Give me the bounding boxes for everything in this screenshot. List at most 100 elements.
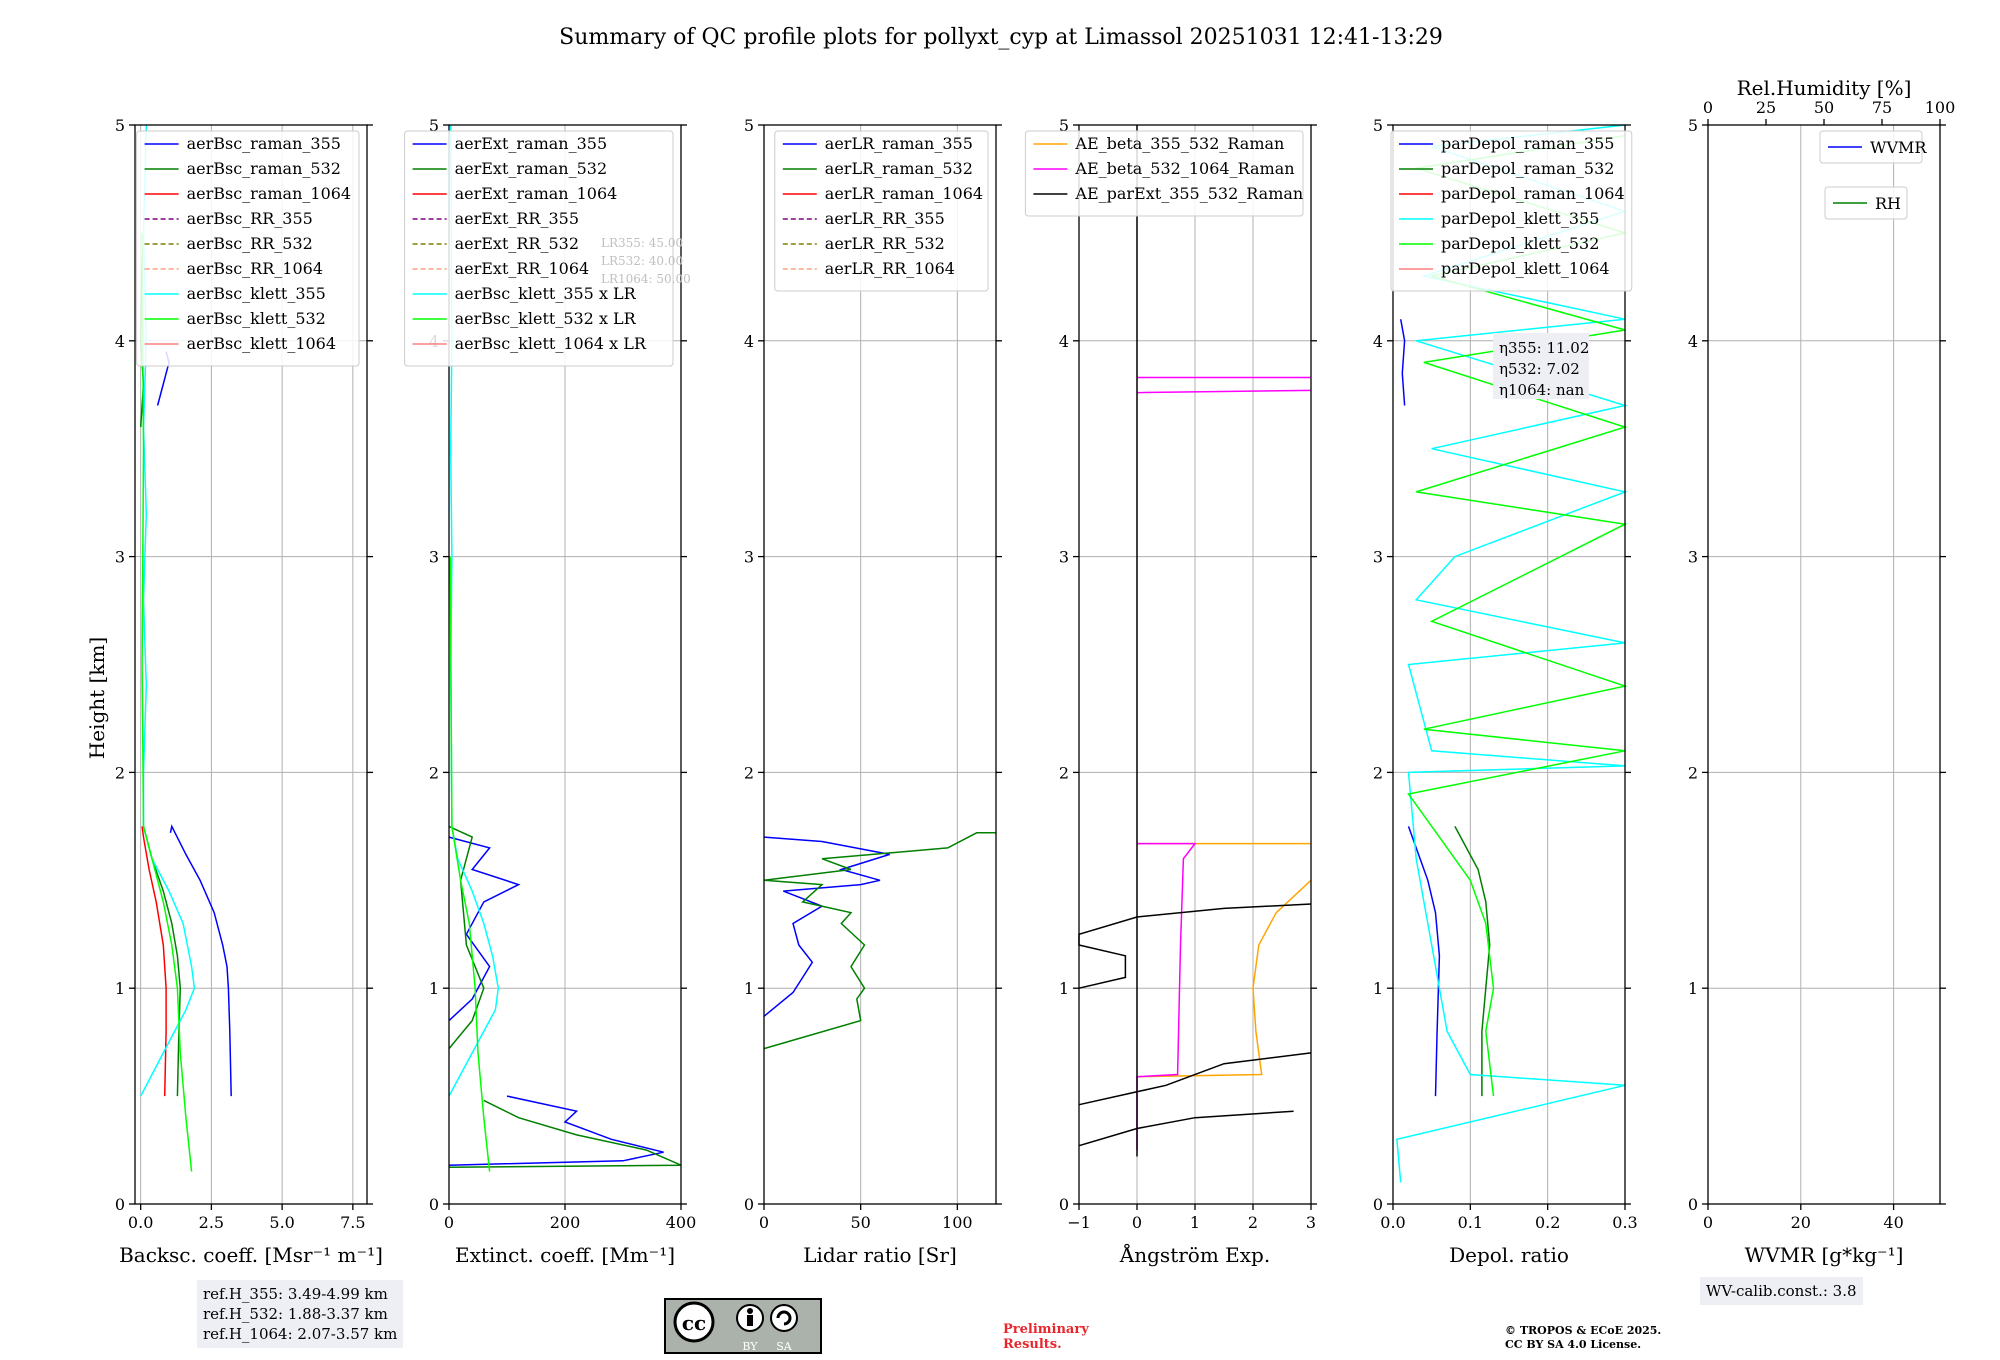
series-line-aerLR_raman_532 <box>763 832 996 1050</box>
y-tick-label: 3 <box>429 548 439 567</box>
x-tick-label: 0.0 <box>128 1213 153 1232</box>
y-tick-label: 4 <box>1688 332 1698 351</box>
legend-entry: aerBsc_klett_1064 x LR <box>455 334 647 353</box>
x-axis-label-depol: Depol. ratio <box>1449 1243 1569 1267</box>
series-line-aerExt_raman_355 <box>448 836 664 1166</box>
ref-height-1064: ref.H_1064: 2.07-3.57 km <box>203 1325 398 1343</box>
eta-annotation: η355: 11.02 <box>1499 339 1589 357</box>
legend-entry: AE_beta_532_1064_Raman <box>1074 159 1294 178</box>
grid-wvmr <box>1707 124 1940 1205</box>
x-tick-label: 0.2 <box>1535 1213 1560 1232</box>
top-x-tick-label: 75 <box>1872 98 1892 117</box>
y-tick-label: 0 <box>1373 1195 1383 1214</box>
x-tick-label: 20 <box>1791 1213 1811 1232</box>
x-tick-label: 5.0 <box>269 1213 294 1232</box>
legend-entry: aerExt_raman_532 <box>455 159 608 178</box>
legend-entry: aerBsc_RR_355 <box>187 209 313 228</box>
x-tick-label: 0 <box>1703 1213 1713 1232</box>
legend-entry: aerLR_RR_532 <box>825 234 945 253</box>
top-axis-label: Rel.Humidity [%] <box>1737 76 1912 100</box>
figure-title: Summary of QC profile plots for pollyxt_… <box>559 25 1443 50</box>
legend-box <box>404 130 674 367</box>
legend-entry: WVMR <box>1870 138 1927 157</box>
y-tick-label: 5 <box>1059 116 1069 135</box>
legend-entry: aerLR_RR_1064 <box>825 259 955 278</box>
eta-annotation: η532: 7.02 <box>1499 360 1580 378</box>
lidar-ratio-annotation: LR355: 45.00 <box>601 236 683 250</box>
legend-entry: aerBsc_klett_1064 <box>187 334 336 353</box>
panel-backscatter: 0.0 2.5 5.0 7.5 0 1 2 3 4 5 Backsc. coeff. [Msr⁻¹ … <box>115 116 383 1267</box>
series-line-aerBsc_raman_1064 <box>141 826 167 1097</box>
y-tick-label: 1 <box>115 979 125 998</box>
legend-entry: aerBsc_RR_1064 <box>187 259 323 278</box>
y-tick-label: 5 <box>429 116 439 135</box>
legend-entry: aerLR_RR_355 <box>825 209 945 228</box>
ref-height-532: ref.H_532: 1.88-3.37 km <box>203 1305 388 1323</box>
x-tick-label: 0 <box>1132 1213 1142 1232</box>
series-line-aerLR_raman_355 <box>763 836 890 1017</box>
legend-entry: aerBsc_raman_1064 <box>187 184 352 203</box>
series-line-AE_beta_355_532_Raman <box>1136 842 1312 1078</box>
x-tick-label: 0 <box>759 1213 769 1232</box>
x-tick-label: 1 <box>1190 1213 1200 1232</box>
x-axis-label-backscatter: Backsc. coeff. [Msr⁻¹ m⁻¹] <box>119 1243 383 1267</box>
y-tick-label: 2 <box>429 763 439 782</box>
legend-entry: aerBsc_raman_532 <box>187 159 341 178</box>
top-x-tick-label: 50 <box>1814 98 1834 117</box>
x-tick-label: 40 <box>1883 1213 1903 1232</box>
preliminary-results-note: Preliminary Results. <box>1003 1322 1089 1352</box>
series-line-parDepol_raman_532 <box>1454 826 1491 1097</box>
x-tick-label: 0 <box>444 1213 454 1232</box>
legend-entry: aerBsc_klett_532 x LR <box>455 309 637 328</box>
legend-entry: AE_beta_355_532_Raman <box>1074 134 1284 153</box>
x-tick-label: 200 <box>550 1213 581 1232</box>
legend-box <box>1390 130 1633 292</box>
y-tick-label: 4 <box>115 332 125 351</box>
axes-frame-lidar_ratio <box>763 124 997 1205</box>
top-x-tick-label: 100 <box>1925 98 1956 117</box>
eta-annotation-box <box>1493 333 1589 399</box>
y-tick-label: 2 <box>1688 763 1698 782</box>
legend-entry: parDepol_raman_532 <box>1441 159 1614 178</box>
legend-entry: parDepol_raman_1064 <box>1441 184 1625 203</box>
x-axis-label-angstrom: Ångström Exp. <box>1119 1242 1270 1267</box>
grid-angstrom <box>1078 124 1312 1205</box>
x-tick-label: −1 <box>1067 1213 1091 1232</box>
y-tick-label: 3 <box>1688 548 1698 567</box>
y-tick-label: 2 <box>1059 763 1069 782</box>
y-axis-label: Height [km] <box>85 637 109 759</box>
series-line-aerExt_raman_532 <box>448 825 682 1169</box>
x-tick-label: 7.5 <box>340 1213 365 1232</box>
legend-entry: aerBsc_klett_532 <box>187 309 326 328</box>
panel-depol: 0.0 0.1 0.2 0.3 0 1 2 3 4 5 Depol. ratio parDepol_r… <box>1373 116 1638 1267</box>
x-axis-label-extinction: Extinct. coeff. [Mm⁻¹] <box>455 1243 675 1267</box>
legend-entry: aerExt_raman_1064 <box>455 184 618 203</box>
panel-wvmr: 0 20 40 0 1 2 3 4 5 WVMR [g*kg⁻¹] 0 25 50 75 100 Rel.Hu… <box>1688 76 1955 1267</box>
preliminary-line-1: Preliminary <box>1003 1322 1089 1337</box>
legend-entry: parDepol_klett_1064 <box>1441 259 1610 278</box>
legend-entry: RH <box>1875 194 1901 213</box>
y-tick-label: 1 <box>744 979 754 998</box>
legend-lidar_ratio: aerLR_raman_355 aerLR_raman_532 aerLR_rama… <box>774 130 989 292</box>
wv-calibration-box: WV-calib.const.: 3.8 <box>1700 1277 1863 1305</box>
axes-frame-depol <box>1392 124 1626 1205</box>
y-tick-label: 0 <box>1059 1195 1069 1214</box>
x-axis-label-wvmr: WVMR [g*kg⁻¹] <box>1745 1243 1904 1267</box>
legend-entry: aerExt_RR_1064 <box>455 259 590 278</box>
series-line-aerBsc_klett_532 <box>141 232 193 1172</box>
x-tick-label: 0.1 <box>1458 1213 1483 1232</box>
wv-calib-constant: WV-calib.const.: 3.8 <box>1706 1282 1857 1300</box>
y-tick-label: 5 <box>744 116 754 135</box>
legend-depol: parDepol_raman_355 parDepol_raman_532 parD… <box>1390 130 1633 292</box>
y-tick-label: 0 <box>429 1195 439 1214</box>
copyright-note: © TROPOS & ECoE 2025. CC BY SA 4.0 Licen… <box>1505 1324 1661 1352</box>
legend-entry: aerLR_raman_532 <box>825 159 973 178</box>
axes-frame-backscatter <box>134 124 368 1205</box>
y-tick-label: 4 <box>744 332 754 351</box>
x-tick-label: 0.3 <box>1612 1213 1637 1232</box>
series-line-aerBsc_klett_355 x LR <box>448 124 500 1097</box>
y-tick-label: 0 <box>744 1195 754 1214</box>
legend-box <box>136 130 360 367</box>
legend-box <box>1024 130 1304 217</box>
